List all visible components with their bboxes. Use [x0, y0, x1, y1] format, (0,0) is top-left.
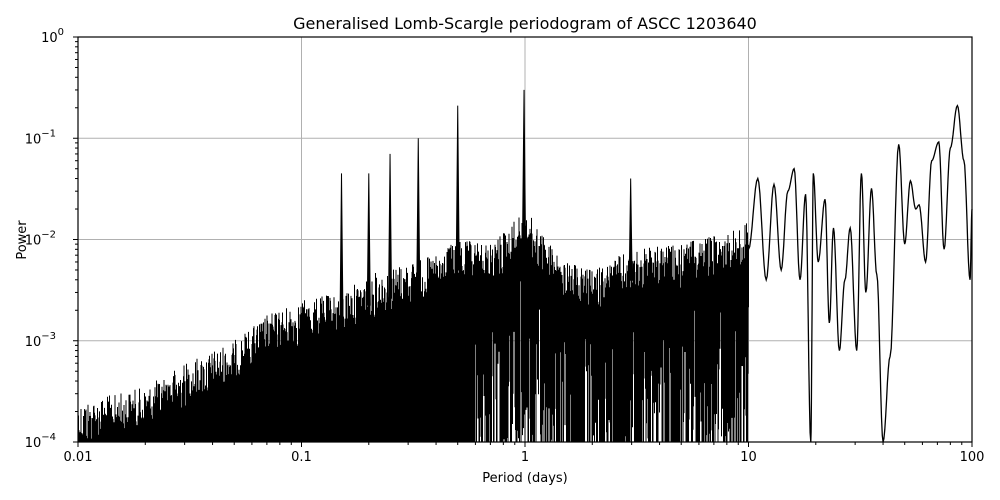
peak-spike: [455, 105, 460, 271]
peak-spike: [416, 138, 421, 291]
peak-spike: [388, 153, 393, 299]
chart-title: Generalised Lomb-Scargle periodogram of …: [293, 14, 757, 33]
y-tick-label: 10−1: [25, 128, 56, 147]
dense-spectrum: [77, 212, 749, 442]
peak-spike: [366, 173, 371, 306]
peak-spike: [339, 173, 344, 324]
x-tick-label: 100: [960, 450, 985, 465]
peak-spike: [628, 178, 633, 281]
x-tick-label: 1: [521, 450, 529, 465]
x-tick-label: 0.1: [291, 450, 312, 465]
y-axis-label: Power: [15, 220, 30, 260]
long-period-curve: [747, 104, 973, 443]
x-tick-label: 10: [740, 450, 757, 465]
x-tick-label: 0.01: [64, 450, 93, 465]
y-tick-label: 10−3: [25, 331, 56, 350]
periodogram-line: [77, 89, 973, 443]
y-tick-label: 100: [41, 27, 64, 46]
y-tick-label: 10−4: [25, 432, 56, 451]
peak-spike: [522, 89, 527, 241]
x-axis-label: Period (days): [482, 471, 568, 486]
